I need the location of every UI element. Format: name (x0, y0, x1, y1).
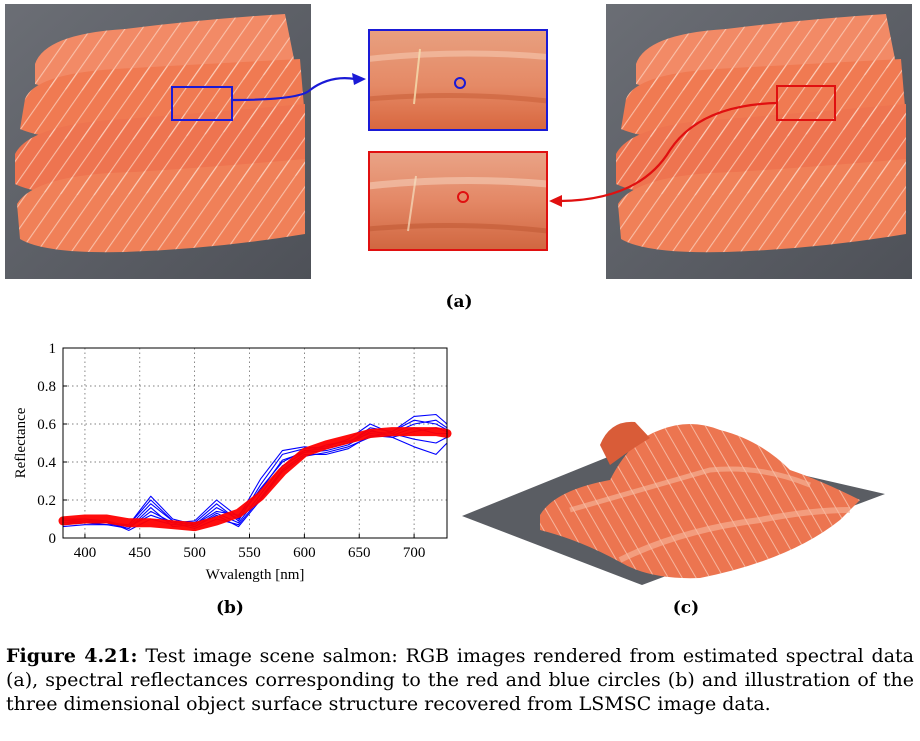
y-axis-label: Reflectance (13, 407, 29, 478)
y-tick-label: 0.6 (37, 417, 56, 433)
y-tick-label: 0.4 (37, 455, 56, 471)
axes-box (62, 347, 448, 539)
blue-connector-arrow (231, 77, 356, 102)
x-tick-label: 500 (183, 545, 206, 561)
x-tick-label: 450 (129, 545, 152, 561)
subfigure-label-c: (c) (672, 598, 700, 618)
y-tick-label: 0.2 (37, 493, 56, 509)
blue-circle-marker (454, 77, 466, 89)
caption-text: Test image scene salmon: RGB images rend… (6, 645, 914, 715)
red-connector-arrow (559, 101, 778, 203)
x-axis-label: Wvalength [nm] (206, 567, 305, 583)
surface-3d-render (460, 410, 915, 585)
y-tick-label: 0 (49, 531, 57, 547)
x-tick-label: 700 (403, 545, 426, 561)
caption-label: Figure 4.21: (6, 645, 138, 667)
salmon-photo-left (5, 4, 311, 279)
x-tick-label: 600 (293, 545, 316, 561)
y-tick-label: 0.8 (37, 379, 56, 395)
subfigure-label-b: (b) (216, 598, 244, 618)
red-zoom-inset (368, 151, 548, 251)
blue-selection-box (171, 86, 233, 121)
x-tick-label: 400 (74, 545, 97, 561)
salmon-photo-right (606, 4, 912, 279)
x-tick-label: 550 (238, 545, 261, 561)
plot-area (63, 348, 447, 538)
connector-arrows (231, 73, 778, 207)
figure-caption: Figure 4.21: Test image scene salmon: RG… (6, 644, 914, 716)
blue-zoom-inset (368, 29, 548, 131)
y-tick-label: 1 (49, 341, 57, 357)
blue-arrowhead (352, 73, 366, 85)
red-arrowhead (549, 195, 562, 207)
red-circle-marker (457, 191, 469, 203)
red-series-line (58, 427, 452, 532)
x-tick-label: 650 (348, 545, 371, 561)
subfigure-label-a: (a) (445, 292, 473, 312)
reflectance-chart: 400 450 500 550 600 650 700 0 0.2 0.4 0.6 0.8 1 Wvale… (13, 341, 452, 583)
